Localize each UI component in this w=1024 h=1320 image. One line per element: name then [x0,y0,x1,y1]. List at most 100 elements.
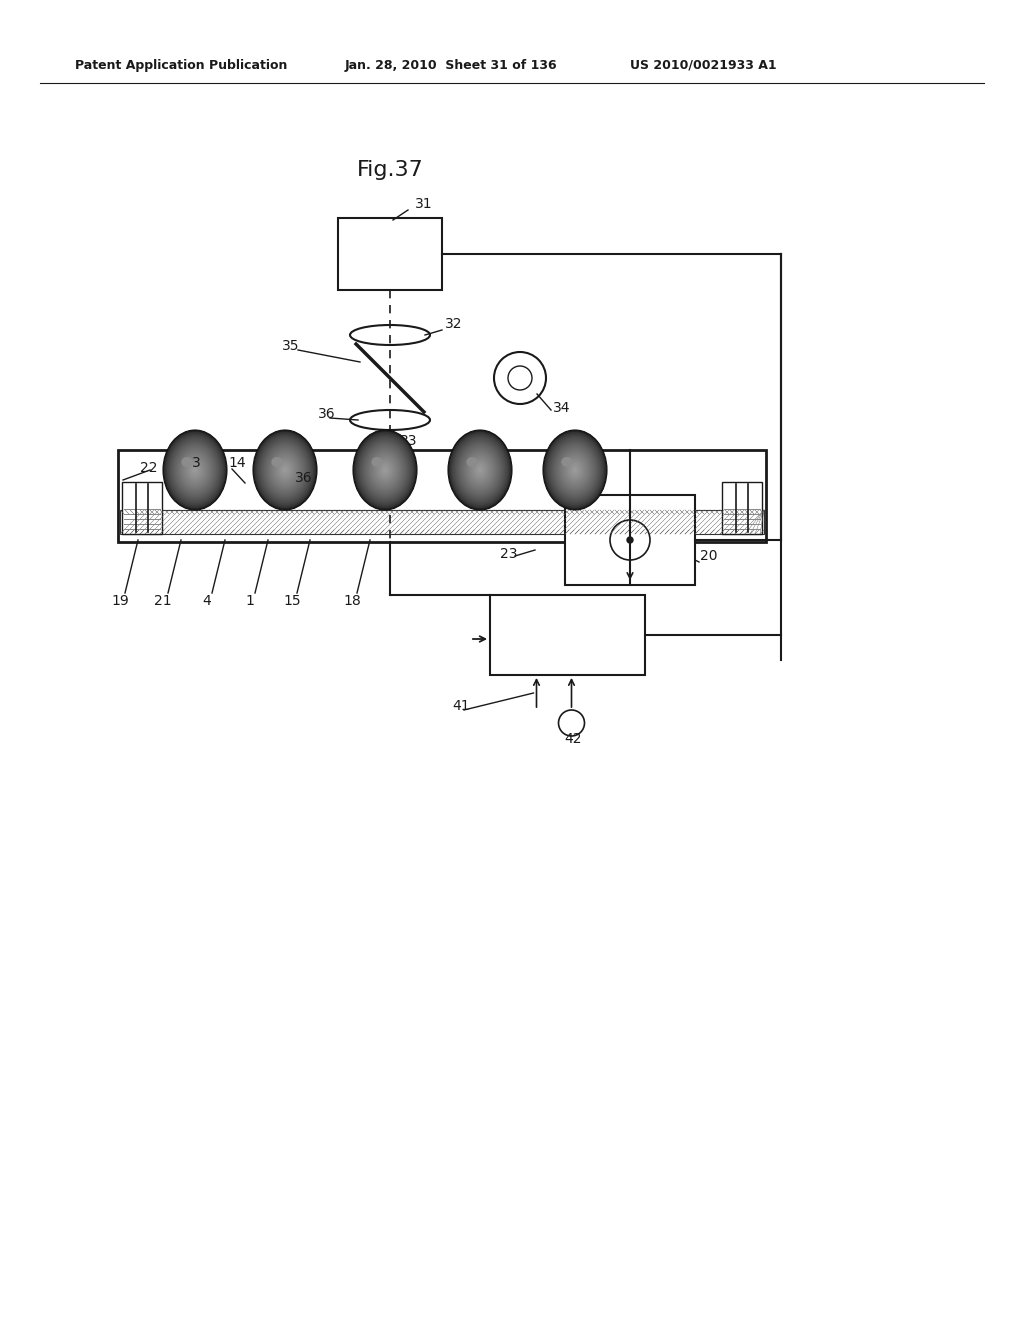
Bar [565,495,695,585]
Ellipse shape [259,438,310,502]
Ellipse shape [282,466,288,474]
Ellipse shape [178,450,211,491]
Ellipse shape [190,465,200,475]
Text: 21: 21 [155,594,172,609]
Text: Jan. 28, 2010  Sheet 31 of 136: Jan. 28, 2010 Sheet 31 of 136 [345,58,558,71]
Text: Patent Application Publication: Patent Application Publication [75,58,288,71]
Ellipse shape [474,463,485,478]
Ellipse shape [557,447,593,492]
Ellipse shape [372,453,398,487]
Ellipse shape [550,438,600,502]
Ellipse shape [383,467,387,473]
Bar [722,482,762,535]
Ellipse shape [350,411,430,430]
Ellipse shape [276,459,294,480]
Ellipse shape [452,434,508,506]
Ellipse shape [547,434,603,506]
Ellipse shape [164,432,225,508]
Ellipse shape [185,458,205,482]
Ellipse shape [564,457,586,484]
Ellipse shape [460,445,501,495]
Ellipse shape [263,444,306,496]
Ellipse shape [463,447,498,492]
Ellipse shape [379,463,391,478]
Ellipse shape [182,454,208,486]
Ellipse shape [268,450,301,491]
Ellipse shape [555,445,595,495]
Ellipse shape [258,437,311,503]
Bar [490,595,645,675]
Ellipse shape [177,447,213,492]
Ellipse shape [454,437,507,503]
Ellipse shape [189,463,201,478]
Text: 23: 23 [500,546,517,561]
Ellipse shape [355,433,415,507]
Bar [118,450,766,543]
Text: 22: 22 [140,461,158,475]
Text: US 2010/0021933 A1: US 2010/0021933 A1 [630,58,776,71]
Ellipse shape [475,465,484,475]
Ellipse shape [571,466,579,474]
Text: 14: 14 [228,455,246,470]
Ellipse shape [369,450,401,491]
Ellipse shape [570,465,580,475]
Ellipse shape [285,469,286,471]
Ellipse shape [455,438,506,502]
Ellipse shape [566,459,584,480]
Ellipse shape [548,437,602,503]
Ellipse shape [479,469,480,471]
Ellipse shape [450,432,511,508]
Ellipse shape [272,454,297,486]
Ellipse shape [477,466,483,474]
Ellipse shape [551,440,599,500]
Ellipse shape [184,457,206,484]
Ellipse shape [270,451,300,488]
Ellipse shape [574,469,575,471]
Ellipse shape [281,465,290,475]
Text: 33: 33 [400,434,418,447]
Ellipse shape [468,454,493,486]
Ellipse shape [262,441,308,499]
Ellipse shape [457,441,503,499]
Ellipse shape [469,457,492,484]
Ellipse shape [560,451,590,488]
Ellipse shape [366,446,403,494]
Ellipse shape [461,446,499,494]
Ellipse shape [471,459,488,480]
Ellipse shape [280,463,291,478]
Ellipse shape [569,463,581,478]
Ellipse shape [171,440,219,500]
Ellipse shape [552,441,598,499]
Text: Fig.37: Fig.37 [356,160,423,180]
Text: 15: 15 [284,594,301,609]
Ellipse shape [176,446,214,494]
Text: 18: 18 [343,594,360,609]
Ellipse shape [565,458,585,482]
Ellipse shape [168,437,222,503]
Ellipse shape [254,432,315,508]
Ellipse shape [378,461,392,479]
Ellipse shape [253,430,317,510]
Ellipse shape [181,457,193,467]
Ellipse shape [372,457,383,467]
Ellipse shape [273,457,296,484]
Ellipse shape [354,432,416,508]
Ellipse shape [186,459,204,480]
Ellipse shape [449,430,512,510]
Text: 1: 1 [246,594,254,609]
Ellipse shape [464,450,497,491]
Ellipse shape [278,461,292,479]
Ellipse shape [180,451,210,488]
Ellipse shape [267,447,303,492]
Ellipse shape [167,434,223,506]
Ellipse shape [271,457,283,467]
Ellipse shape [362,441,408,499]
Ellipse shape [175,445,215,495]
Ellipse shape [373,454,397,486]
Ellipse shape [556,446,594,494]
Bar [338,218,442,290]
Ellipse shape [173,444,216,496]
Ellipse shape [271,453,299,487]
Text: 4: 4 [203,594,211,609]
Ellipse shape [266,446,304,494]
